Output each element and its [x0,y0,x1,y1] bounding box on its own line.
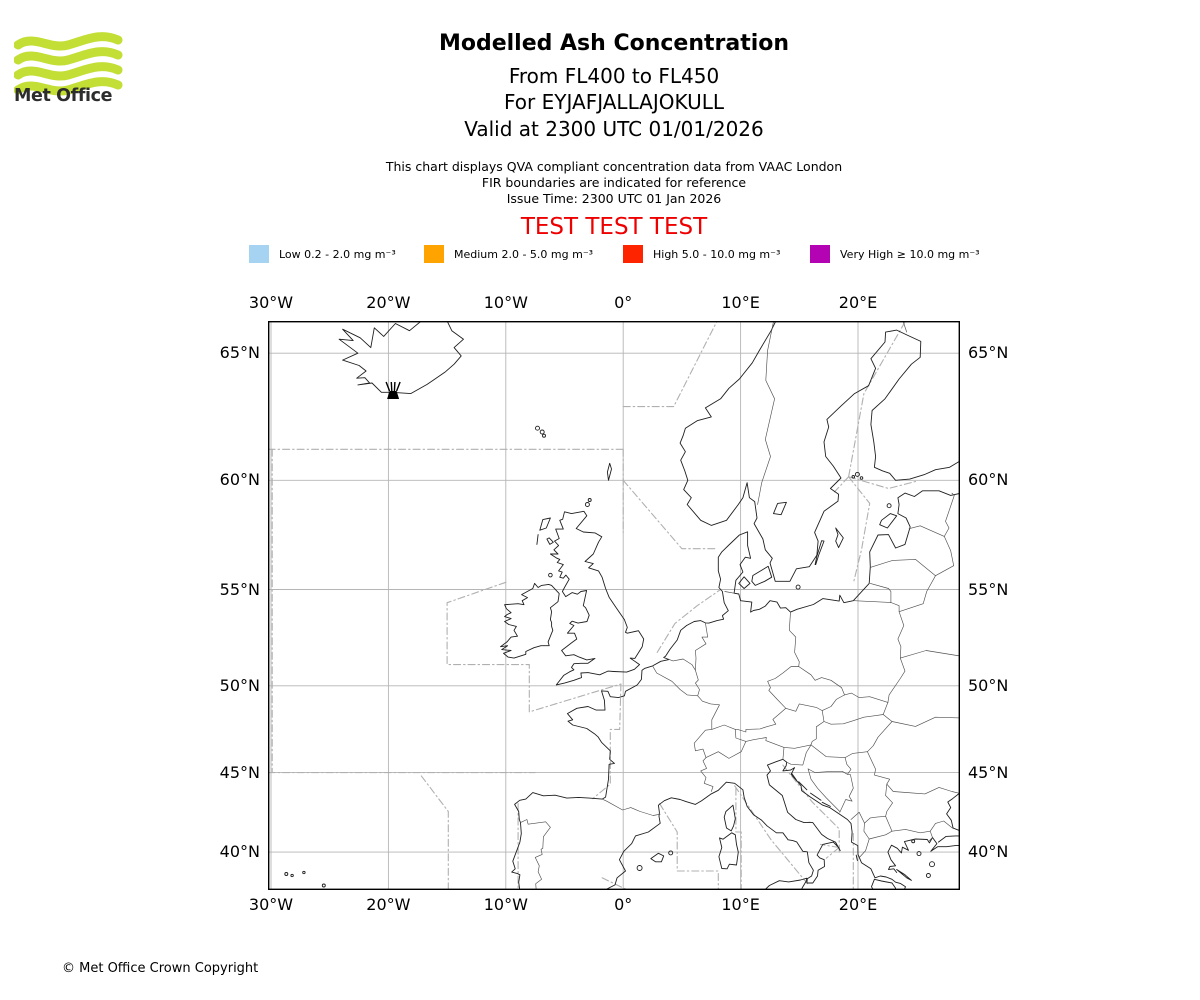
x-tick-label-top: 30°W [248,293,294,312]
x-tick-label-bottom: 20°W [366,895,411,914]
subtitle-valid-time: Valid at 2300 UTC 01/01/2026 [464,117,764,141]
legend-swatch-low [249,245,269,263]
map-area [267,309,962,895]
x-tick-label-top: 20°W [366,293,411,312]
legend-item-high: High 5.0 - 10.0 mg m⁻³ [623,244,780,264]
y-tick-label-left: 45°N [219,762,260,782]
legend-item-medium: Medium 2.0 - 5.0 mg m⁻³ [424,244,593,264]
y-tick-label-left: 55°N [219,579,260,599]
x-tick-label-bottom: 0° [614,895,633,914]
note-fir: FIR boundaries are indicated for referen… [481,175,747,190]
page-title: Modelled Ash Concentration [438,31,790,56]
test-banner: TEST TEST TEST [520,214,708,240]
met-office-logo [14,32,123,96]
x-tick-label-top: 10°W [483,293,528,312]
note-qva: This chart displays QVA compliant concen… [385,159,843,174]
x-tick-label-top: 20°E [838,293,878,312]
coastline-layer [284,315,962,892]
x-tick-label-bottom: 10°W [483,895,528,914]
y-tick-label-right: 60°N [968,470,1009,490]
grid-layer [267,309,962,895]
map-svg [267,309,962,895]
y-tick-label-right: 45°N [968,762,1009,782]
y-tick-label-right: 40°N [968,842,1009,862]
legend-item-very-high: Very High ≥ 10.0 mg m⁻³ [810,244,980,264]
map-frame [267,320,960,890]
y-tick-label-right: 50°N [968,675,1009,695]
y-tick-label-left: 65°N [219,343,260,363]
legend-swatch-medium [424,245,444,263]
copyright-text: © Met Office Crown Copyright [62,961,259,976]
legend-label-medium: Medium 2.0 - 5.0 mg m⁻³ [454,247,594,261]
y-tick-label-left: 40°N [219,842,260,862]
met-office-logo-text: Met Office [14,86,113,106]
subtitle-volcano: For EYJAFJALLAJOKULL [504,90,724,114]
x-tick-label-bottom: 10°E [721,895,760,914]
legend-label-high: High 5.0 - 10.0 mg m⁻³ [653,247,781,261]
x-tick-label-bottom: 20°E [838,895,878,914]
fir-boundaries-layer [267,315,917,892]
logo-waves [14,32,123,96]
legend-label-low: Low 0.2 - 2.0 mg m⁻³ [279,247,396,261]
volcano-marker [385,381,401,399]
y-tick-label-left: 50°N [219,675,260,695]
x-tick-label-top: 10°E [721,293,760,312]
legend-swatch-high [623,245,643,263]
x-tick-label-top: 0° [614,293,633,312]
note-issue-time: Issue Time: 2300 UTC 01 Jan 2026 [506,191,722,206]
subtitle-flight-levels: From FL400 to FL450 [508,64,720,88]
legend-label-very-high: Very High ≥ 10.0 mg m⁻³ [840,247,980,261]
x-tick-label-bottom: 30°W [248,895,294,914]
y-tick-label-right: 55°N [968,579,1009,599]
y-tick-label-left: 60°N [219,470,260,490]
y-tick-label-right: 65°N [968,343,1009,363]
legend-swatch-very-high [810,245,830,263]
country-borders-layer [520,315,962,892]
legend-item-low: Low 0.2 - 2.0 mg m⁻³ [249,244,396,264]
